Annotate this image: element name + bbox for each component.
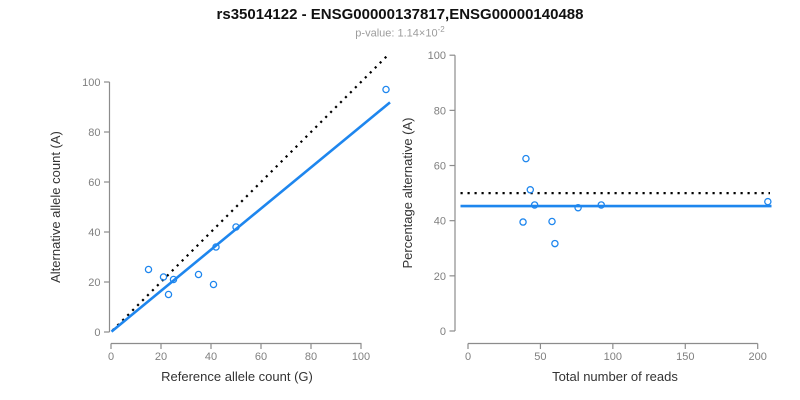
allele-counts-data-point xyxy=(212,243,220,251)
percentage-vs-reads-x-tick-label: 50 xyxy=(534,351,546,363)
percentage-vs-reads-y-axis-title: Percentage alternative (A) xyxy=(400,117,415,268)
allele-counts-x-tick-label: 80 xyxy=(305,351,317,363)
percentage-vs-reads-data-point xyxy=(548,217,556,226)
percentage-vs-reads-data-point xyxy=(519,218,527,226)
plot-title: rs35014122 - ENSG00000137817,ENSG0000014… xyxy=(216,6,584,23)
allele-counts-x-tick-label: 0 xyxy=(108,351,114,363)
percentage-vs-reads-y-tick-label: 20 xyxy=(434,271,446,283)
allele-counts-data-point xyxy=(382,85,390,94)
allele-counts-data-point xyxy=(169,275,178,284)
allele-counts-x-tick-label: 20 xyxy=(155,351,167,363)
allele-counts-x-tick-label: 60 xyxy=(255,351,267,363)
allele-counts-y-tick-label: 0 xyxy=(94,327,100,339)
allele-counts-y-tick-label: 80 xyxy=(88,127,100,139)
allele-counts-x-tick-label: 100 xyxy=(352,351,370,363)
allele-counts-data-point xyxy=(209,280,218,289)
percentage-vs-reads-data-point xyxy=(522,154,530,163)
percentage-vs-reads-x-tick-label: 200 xyxy=(749,351,767,363)
percentage-vs-reads-data-point xyxy=(530,201,539,209)
percentage-vs-reads-x-tick-label: 100 xyxy=(604,351,622,363)
allele-counts-x-tick-label: 40 xyxy=(205,351,217,363)
allele-counts-y-axis-title: Alternative allele count (A) xyxy=(48,131,63,283)
allele-counts-x-axis-title: Reference allele count (G) xyxy=(161,369,313,384)
percentage-vs-reads-y-tick-label: 0 xyxy=(440,326,446,338)
allele-counts-y-tick-label: 60 xyxy=(88,177,100,189)
percentage-vs-reads-x-tick-label: 0 xyxy=(465,351,471,363)
percentage-vs-reads-data-point xyxy=(764,197,772,206)
percentage-vs-reads-data-point xyxy=(597,201,606,209)
percentage-vs-reads-x-axis-title: Total number of reads xyxy=(552,369,678,384)
percentage-vs-reads-data-point xyxy=(574,203,582,212)
plot-subtitle: p-value: 1.14×10-2 xyxy=(0,25,800,40)
allele-counts-data-point xyxy=(159,273,168,281)
percentage-vs-reads-data-point xyxy=(526,186,535,194)
allele-counts-y-tick-label: 20 xyxy=(88,277,100,289)
allele-counts-y-tick-label: 100 xyxy=(82,77,100,89)
percentage-vs-reads-y-tick-label: 80 xyxy=(434,105,446,117)
p-value-text: p-value: 1.14×10 xyxy=(355,27,438,40)
allele-counts-data-point xyxy=(164,290,173,299)
percentage-vs-reads-data-point xyxy=(551,239,559,248)
allele-counts-data-point xyxy=(194,270,203,279)
percentage-vs-reads-y-tick-label: 40 xyxy=(434,216,446,228)
allele-counts-data-point xyxy=(232,223,240,231)
proportion-fit xyxy=(110,101,391,333)
allele-counts-data-point xyxy=(144,265,153,274)
percentage-vs-reads-y-tick-label: 100 xyxy=(428,50,446,62)
percentage-vs-reads-x-tick-label: 150 xyxy=(676,351,694,363)
identity-line xyxy=(111,54,389,332)
p-value-exponent: -2 xyxy=(437,25,445,34)
allele-counts-y-tick-label: 40 xyxy=(88,227,100,239)
percentage-vs-reads-y-tick-label: 60 xyxy=(434,161,446,173)
